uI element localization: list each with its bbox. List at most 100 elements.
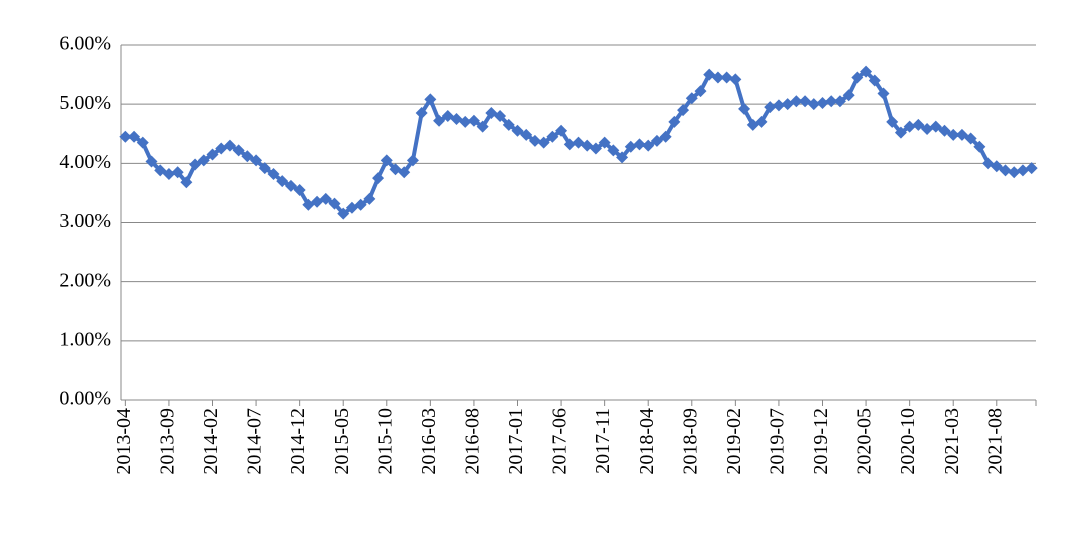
marker [459, 115, 472, 128]
marker [790, 95, 803, 108]
marker [938, 124, 951, 137]
x-tick-label: 2016-08 [462, 408, 484, 475]
y-tick-label: 3.00% [59, 210, 111, 232]
marker [807, 98, 820, 111]
x-tick-label: 2013-04 [113, 408, 135, 475]
marker [694, 85, 707, 98]
x-tick-label: 2017-11 [592, 408, 614, 474]
x-tick-label: 2014-02 [200, 408, 222, 475]
marker [424, 93, 437, 106]
marker [136, 136, 149, 149]
x-tick-label: 2013-09 [157, 408, 179, 475]
marker [624, 140, 637, 153]
marker [755, 115, 768, 128]
marker [337, 207, 350, 220]
marker [816, 96, 829, 109]
marker [842, 89, 855, 102]
marker [537, 136, 550, 149]
x-tick-label: 2016-03 [418, 408, 440, 475]
marker [232, 144, 245, 157]
y-tick-label: 2.00% [59, 269, 111, 291]
marker [929, 120, 942, 133]
y-tick-label: 6.00% [59, 33, 111, 55]
marker [738, 102, 751, 115]
marker [328, 197, 341, 210]
y-tick-label: 0.00% [59, 388, 111, 410]
x-tick-label: 2017-06 [549, 408, 571, 475]
marker [528, 134, 541, 147]
x-tick-label: 2019-07 [767, 408, 789, 475]
marker [633, 138, 646, 151]
x-tick-label: 2020-05 [854, 408, 876, 475]
marker [197, 154, 210, 167]
marker [894, 126, 907, 139]
marker [877, 87, 890, 100]
marker [520, 128, 533, 141]
marker [729, 73, 742, 86]
marker [833, 95, 846, 108]
marker [372, 172, 385, 185]
y-tick-label: 4.00% [59, 151, 111, 173]
marker [415, 107, 428, 120]
marker [825, 95, 838, 108]
marker [145, 155, 158, 168]
marker [206, 148, 219, 161]
marker [380, 154, 393, 167]
marker [1025, 162, 1038, 175]
marker [921, 123, 934, 136]
marker [284, 179, 297, 192]
marker [555, 124, 568, 137]
marker [433, 114, 446, 127]
y-tick-label: 1.00% [59, 328, 111, 350]
marker [947, 128, 960, 141]
marker [250, 154, 263, 167]
marker [154, 164, 167, 177]
marker [685, 92, 698, 105]
y-tick-label: 5.00% [59, 92, 111, 114]
marker [668, 115, 681, 128]
marker [162, 167, 175, 180]
marker [955, 128, 968, 141]
marker [467, 114, 480, 127]
marker [851, 71, 864, 84]
marker [223, 139, 236, 152]
marker [990, 160, 1003, 173]
marker [912, 118, 925, 131]
marker [772, 99, 785, 112]
marker [650, 134, 663, 147]
marker [642, 139, 655, 152]
marker [903, 120, 916, 133]
x-tick-label: 2019-02 [723, 408, 745, 475]
marker [267, 167, 280, 180]
x-tick-label: 2015-10 [374, 408, 396, 475]
marker [119, 130, 132, 143]
marker [659, 130, 672, 143]
marker [598, 136, 611, 149]
x-tick-label: 2015-05 [331, 408, 353, 475]
x-tick-label: 2014-07 [244, 408, 266, 475]
marker [677, 104, 690, 117]
marker [189, 158, 202, 171]
marker [502, 118, 515, 131]
marker [171, 166, 184, 179]
marker [293, 183, 306, 196]
marker [563, 138, 576, 151]
marker [1008, 166, 1021, 179]
x-tick-label: 2019-12 [810, 408, 832, 475]
marker [241, 150, 254, 163]
marker [494, 110, 507, 122]
marker [886, 115, 899, 128]
marker [616, 151, 629, 164]
x-tick-label: 2018-04 [636, 408, 658, 475]
marker [868, 74, 881, 87]
marker [720, 71, 733, 84]
x-tick-label: 2021-08 [984, 408, 1006, 475]
marker [128, 130, 141, 143]
marker [1016, 164, 1029, 177]
marker [354, 198, 367, 211]
x-tick-label: 2018-09 [679, 408, 701, 475]
marker [711, 71, 724, 84]
marker [764, 101, 777, 114]
marker [973, 140, 986, 153]
